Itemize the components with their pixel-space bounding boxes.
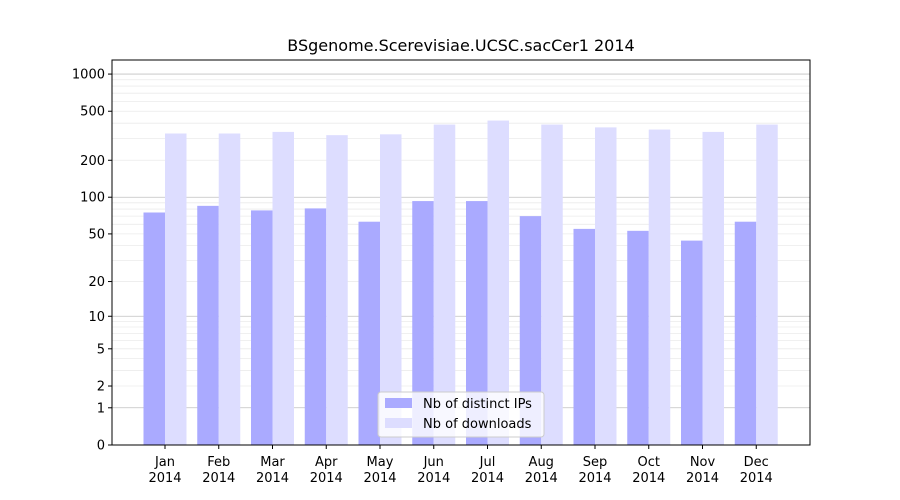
bar-downloads [165, 133, 187, 445]
legend-label: Nb of downloads [423, 417, 532, 432]
bar-distinct-ips [304, 208, 327, 445]
y-tick-label: 1 [97, 401, 105, 416]
bar-downloads [541, 124, 563, 446]
y-tick-label: 500 [80, 105, 105, 120]
bar-downloads [326, 135, 348, 445]
y-tick-label: 100 [80, 191, 105, 206]
x-tick-label: Jul 2014 [471, 455, 504, 486]
y-tick-label: 20 [88, 275, 105, 290]
legend-box [377, 391, 545, 438]
bar-distinct-ips [412, 201, 434, 445]
bar-downloads [756, 124, 778, 446]
x-tick-label: Aug 2014 [525, 455, 558, 486]
bar-downloads [272, 131, 294, 445]
y-tick-label: 5 [97, 342, 105, 357]
bar-downloads [487, 120, 509, 445]
x-tick-label: Jan 2014 [148, 455, 181, 486]
plot-frame [111, 59, 811, 446]
bar-distinct-ips [573, 228, 595, 445]
bar-downloads [433, 124, 456, 446]
bar-distinct-ips [681, 240, 703, 445]
bar-downloads [218, 133, 241, 445]
x-tick-label: May 2014 [363, 455, 396, 486]
bar-distinct-ips [197, 205, 219, 445]
x-tick-label: Nov 2014 [686, 455, 719, 486]
legend-label: Nb of distinct IPs [423, 397, 532, 412]
x-tick-label: Apr 2014 [310, 455, 343, 486]
legend: Nb of distinct IPs Nb of downloads [377, 391, 545, 438]
legend-swatch [385, 418, 412, 428]
bar-distinct-ips [143, 212, 165, 445]
bar-distinct-ips [627, 230, 649, 445]
bar-downloads [648, 129, 671, 445]
bar-distinct-ips [251, 210, 273, 445]
bar-downloads [380, 134, 402, 445]
x-tick-label: Jun 2014 [417, 455, 450, 486]
x-tick-label: Oct 2014 [632, 455, 665, 486]
x-tick-label: Mar 2014 [256, 455, 289, 486]
bar-distinct-ips [466, 201, 488, 445]
y-tick-label: 200 [80, 154, 105, 169]
y-tick-label: 2 [97, 380, 105, 395]
x-tick-label: Sep 2014 [578, 455, 611, 486]
bar-layer [143, 120, 778, 446]
y-tick-label: 10 [88, 310, 105, 325]
x-tick-label: Feb 2014 [202, 455, 235, 486]
bar-distinct-ips [734, 221, 757, 445]
chart-title: BSgenome.Scerevisiae.UCSC.sacCer1 2014 [287, 36, 634, 55]
y-tick-label: 1000 [72, 68, 105, 83]
y-tick-label: 50 [88, 227, 105, 242]
bar-downloads [595, 127, 617, 446]
legend-swatch [385, 398, 412, 408]
bar-downloads [702, 131, 724, 445]
x-axis: Jan 2014 Feb 2014 Mar 2014 Apr 2014 May 2014 Jun 20… [148, 445, 773, 486]
y-tick-label: 0 [97, 439, 105, 454]
x-tick-label: Dec 2014 [740, 455, 773, 486]
bar-distinct-ips [358, 221, 380, 445]
y-axis: 0 1 2 5 10 20 50 100 200 500 1000 [72, 68, 112, 454]
bar-distinct-ips [519, 216, 542, 445]
